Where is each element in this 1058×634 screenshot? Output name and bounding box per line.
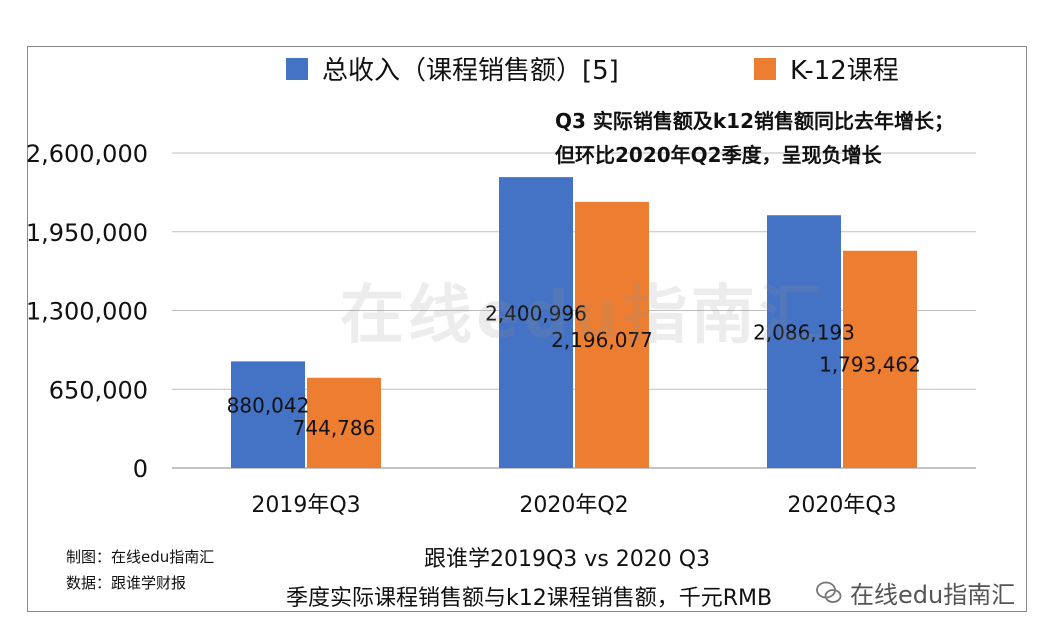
- chart-frame: [27, 46, 1027, 612]
- data-label: 744,786: [293, 416, 376, 440]
- annotation-line-2: 但环比2020年Q2季度，呈现负增长: [555, 143, 882, 167]
- legend-item-total: 总收入（课程销售额）[5]: [286, 50, 619, 87]
- x-tick-label: 2019年Q3: [251, 493, 360, 518]
- bar: [307, 377, 381, 468]
- source-data-from: 数据：跟谁学财报: [66, 574, 187, 592]
- y-tick-label: 2,600,000: [26, 140, 148, 168]
- legend-swatch-k12: [754, 57, 776, 80]
- bar: [767, 215, 841, 468]
- data-label: 880,042: [227, 394, 310, 418]
- legend-label-total: 总收入（课程销售额）[5]: [322, 56, 619, 86]
- source-made-by: 制图：在线edu指南汇: [66, 548, 215, 566]
- bar: [843, 250, 917, 468]
- watermark: 在线edu指南汇: [340, 279, 827, 353]
- y-tick-label: 650,000: [49, 376, 148, 404]
- y-tick-label: 0: [133, 455, 148, 483]
- bar: [499, 177, 573, 468]
- bar: [231, 361, 305, 468]
- data-label: 1,793,462: [819, 352, 921, 376]
- x-tick-label: 2020年Q2: [519, 493, 628, 518]
- chart-caption-line-1: 跟谁学2019Q3 vs 2020 Q3: [424, 547, 711, 572]
- y-tick-label: 1,950,000: [26, 219, 148, 247]
- chart-annotation: Q3 实际销售额及k12销售额同比去年增长； 但环比2020年Q2季度，呈现负增…: [555, 104, 954, 172]
- legend-item-k12: K-12课程: [754, 50, 899, 87]
- y-tick-label: 1,300,000: [26, 298, 148, 326]
- chart-caption-line-2: 季度实际课程销售额与k12课程销售额，千元RMB: [286, 586, 773, 611]
- data-label: 2,086,193: [753, 321, 855, 345]
- wechat-icon: [816, 581, 842, 603]
- legend-label-k12: K-12课程: [790, 56, 899, 86]
- brand-label: 在线edu指南汇: [850, 581, 1016, 609]
- annotation-line-1: Q3 实际销售额及k12销售额同比去年增长；: [555, 109, 955, 133]
- legend-swatch-total: [286, 57, 308, 80]
- x-tick-label: 2020年Q3: [787, 493, 896, 518]
- bar: [575, 201, 649, 468]
- brand-badge: 在线edu指南汇: [812, 575, 1020, 610]
- data-label: 2,196,077: [551, 328, 653, 352]
- data-label: 2,400,996: [485, 302, 587, 326]
